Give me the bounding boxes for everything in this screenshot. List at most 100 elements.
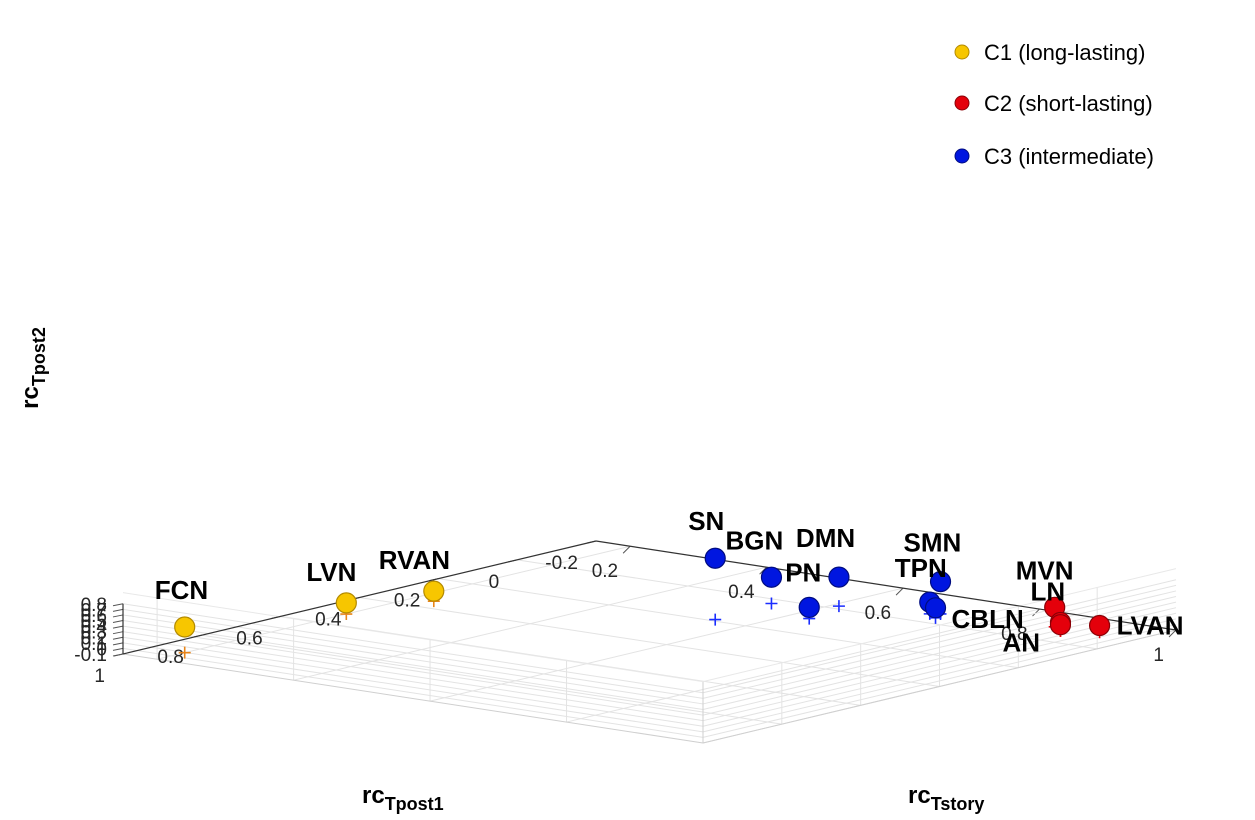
z-tick-mark: [112, 614, 124, 618]
grid-line-z-left: [122, 608, 704, 699]
legend-marker-c3: [954, 148, 970, 164]
x-axis-label: rcTpost1: [362, 782, 444, 814]
point-label-dmn: DMN: [796, 523, 855, 553]
point-cbln: [924, 597, 947, 619]
legend-marker-c2: [954, 95, 970, 111]
tick-labels: 10.80.60.40.20-0.2 0.20.40.60.81-0.100.10…: [74, 553, 1164, 687]
floor-back-edge-right: [702, 629, 1177, 744]
point-label-lvan: LVAN: [1117, 610, 1184, 640]
y-tick-label: 0.8: [1001, 624, 1027, 645]
y-axis-line: [595, 540, 1177, 631]
grid-line-y-floor: [157, 545, 631, 660]
z-tick-mark: [112, 603, 124, 607]
point-sn: [704, 547, 726, 569]
z-tick-mark: [112, 625, 124, 629]
y-axis-label: rcTstory: [908, 782, 984, 814]
point-label-an: AN: [1002, 628, 1040, 658]
grid-line-z-right: [702, 618, 1177, 733]
grid-line-z-left: [122, 620, 704, 711]
point-label-mvn: MVN: [1016, 555, 1074, 585]
grid-line-x-floor: [359, 597, 940, 687]
grid-line-z-right: [702, 584, 1177, 699]
legend-label-c2: C2 (short-lasting): [984, 91, 1153, 116]
point-dmn: [828, 566, 850, 588]
z-tick-mark: [112, 631, 124, 635]
point-label-sn: SN: [688, 506, 724, 536]
grid-line-y-floor: [566, 608, 1040, 723]
point-an: [1049, 614, 1072, 636]
point-lvn: [335, 592, 357, 614]
point-label-ln: LN: [1030, 576, 1065, 606]
z-tick-label: 0.5: [81, 612, 107, 633]
point-label-fcn: FCN: [155, 575, 208, 605]
grid-line-z-left: [122, 614, 704, 705]
x-tick-label: 0.4: [315, 610, 342, 631]
data-points: [174, 547, 1111, 638]
point-bgn: [760, 566, 783, 588]
x-tick-label: 0: [489, 572, 500, 593]
grid-line-x-floor: [201, 634, 782, 725]
floor-back-edge-left: [122, 653, 704, 744]
grid-line-z-left: [122, 603, 704, 694]
grid-line-x-floor: [438, 578, 1019, 669]
z-axis-label: rcTpost2: [17, 327, 49, 409]
z-tick-label: 0.3: [81, 623, 107, 644]
x-tick-label: 0.2: [394, 591, 420, 612]
grid-line-z-right: [702, 590, 1177, 705]
z-tick-mark: [112, 653, 124, 657]
projection-marker-bgn: [765, 597, 778, 610]
x-tick-label: 1: [94, 666, 105, 687]
y-tick-label: 0.2: [592, 561, 618, 582]
point-pn: [798, 596, 820, 619]
z-tick-mark: [112, 608, 124, 612]
y-tick-label: 0.6: [865, 603, 891, 624]
point-label-smn: SMN: [904, 528, 962, 558]
z-tick-label: 0.8: [81, 595, 107, 616]
z-tick-label: 0.6: [81, 606, 107, 627]
projection-marker-dmn: [832, 600, 845, 613]
grid-line-z-left: [122, 642, 704, 733]
grid-line-z-left: [122, 647, 704, 738]
legend: C1 (long-lasting) C2 (short-lasting) C3 …: [954, 40, 1154, 169]
z-tick-mark: [112, 636, 124, 640]
z-tick-label: 0: [96, 639, 107, 660]
top-edge-right: [702, 568, 1177, 683]
point-label-cbln: CBLN: [952, 604, 1024, 634]
grid-line-z-left: [122, 625, 704, 716]
point-fcn: [174, 616, 196, 638]
y-tick-label: 0.4: [728, 582, 755, 603]
x-axis-line: [122, 540, 597, 655]
legend-marker-c1: [954, 44, 970, 60]
y-tick-label: 1: [1153, 645, 1164, 666]
point-rvan: [423, 580, 445, 602]
z-tick-label: 0.7: [81, 600, 107, 621]
point-label-lvn: LVN: [306, 557, 356, 587]
z-tick-mark: [112, 647, 124, 651]
grid-line-y-floor: [293, 566, 767, 681]
z-tick-label: 0.1: [81, 634, 107, 655]
y-tick-mark: [1032, 608, 1040, 617]
point-label-pn: PN: [785, 557, 821, 587]
grid-line-z-right: [702, 623, 1177, 738]
point-label-tpn: TPN: [895, 553, 947, 583]
x-tick-label: -0.2: [545, 553, 578, 574]
z-tick-label: -0.1: [74, 645, 107, 666]
grid-line-y-floor: [429, 587, 904, 702]
point-lvan: [1088, 614, 1111, 637]
projection-marker-fcn: [178, 646, 191, 659]
x-tick-label: 0.8: [157, 647, 183, 668]
y-tick-mark: [622, 545, 631, 554]
y-tick-mark: [759, 566, 767, 575]
z-tick-mark: [112, 642, 124, 646]
legend-label-c3: C3 (intermediate): [984, 144, 1154, 169]
grid-line-z-left: [122, 631, 704, 722]
grid-line-z-left: [122, 636, 704, 727]
top-edge-left: [122, 592, 704, 683]
point-smn: [929, 571, 952, 593]
legend-label-c1: C1 (long-lasting): [984, 40, 1145, 65]
x-tick-label: 0.6: [236, 628, 262, 649]
y-tick-mark: [1168, 629, 1177, 638]
z-tick-mark: [112, 620, 124, 624]
